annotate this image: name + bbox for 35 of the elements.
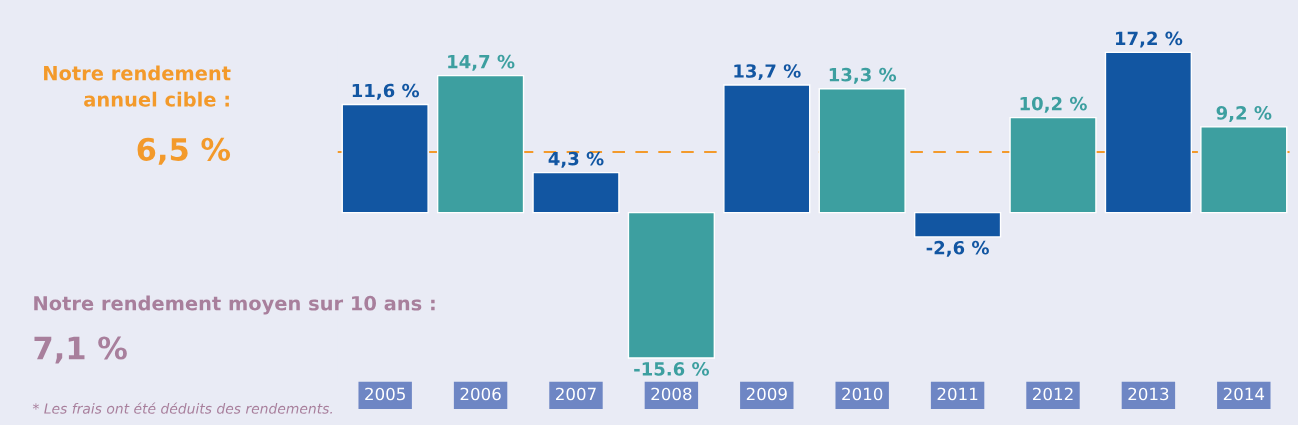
x-tick-label: 2012 xyxy=(1033,387,1073,401)
ref-line-label: 6,5 % xyxy=(137,137,231,165)
bar xyxy=(532,171,620,214)
x-tick-label: 2011 xyxy=(937,387,978,401)
text: * Les frais ont été déduits des rendements. xyxy=(32,402,332,414)
x-tick-label: 2008 xyxy=(651,387,692,401)
data-label: 11,6 % xyxy=(352,83,420,100)
x-tick-label: 2009 xyxy=(746,387,787,401)
bar xyxy=(627,211,716,359)
bar xyxy=(436,74,525,214)
data-label: 17,2 % xyxy=(1115,31,1183,48)
x-tick-label: 2013 xyxy=(1128,387,1169,401)
data-label: -15.6 % xyxy=(634,362,710,376)
data-label: 14,7 % xyxy=(448,54,515,71)
bar xyxy=(913,211,1002,238)
annotation: Notre rendement moyen sur 10 ans : xyxy=(34,295,435,315)
data-label: -2,6 % xyxy=(926,240,989,257)
bar xyxy=(723,84,811,214)
data-label: 9,2 % xyxy=(1216,106,1272,123)
bar xyxy=(341,103,429,214)
x-tick-label: 2006 xyxy=(460,387,501,401)
x-tick-label: 2007 xyxy=(556,387,596,401)
bar xyxy=(1009,116,1097,214)
text: Notre rendement annuel cible : xyxy=(44,65,231,107)
data-label: 10,2 % xyxy=(1020,96,1087,113)
x-tick-label: 2014 xyxy=(1223,387,1265,401)
data-label: 13,3 % xyxy=(829,67,897,84)
x-tick-label: 2005 xyxy=(365,387,405,401)
bar xyxy=(1104,51,1193,214)
text: 7,1 % xyxy=(34,336,127,364)
x-tick-label: 2010 xyxy=(842,387,883,401)
data-label: 4,3 % xyxy=(548,151,604,168)
bar xyxy=(818,87,906,214)
data-label: 13,7 % xyxy=(734,64,801,81)
bar xyxy=(1200,126,1288,214)
